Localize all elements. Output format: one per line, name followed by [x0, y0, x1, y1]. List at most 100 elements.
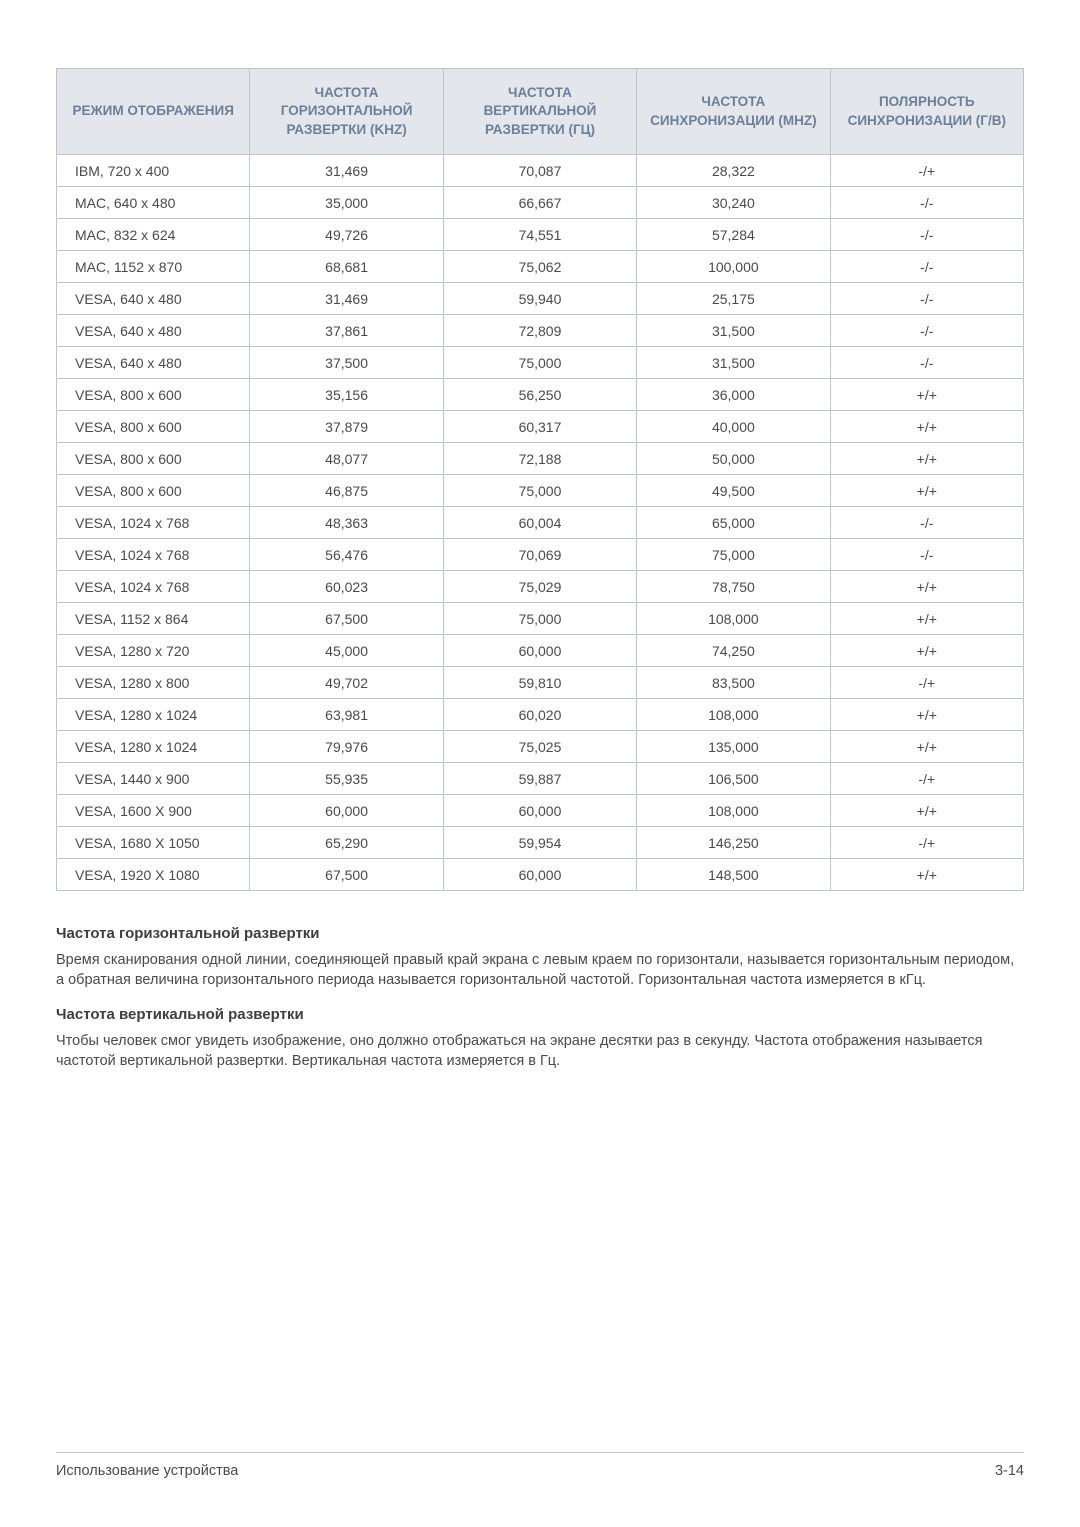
table-row: MAC, 640 x 48035,00066,66730,240-/-	[57, 187, 1024, 219]
table-cell: 60,000	[443, 635, 636, 667]
table-row: VESA, 800 x 60035,15656,25036,000+/+	[57, 379, 1024, 411]
heading-horizontal-frequency: Частота горизонтальной развертки	[56, 925, 1024, 942]
table-cell: 60,023	[250, 571, 443, 603]
table-row: VESA, 640 x 48037,50075,00031,500-/-	[57, 347, 1024, 379]
table-cell: 35,000	[250, 187, 443, 219]
table-cell: VESA, 1280 x 720	[57, 635, 250, 667]
table-cell: 74,250	[637, 635, 830, 667]
table-cell: 79,976	[250, 731, 443, 763]
heading-vertical-frequency: Частота вертикальной развертки	[56, 1006, 1024, 1023]
table-cell: 48,077	[250, 443, 443, 475]
table-cell: 28,322	[637, 155, 830, 187]
table-cell: 48,363	[250, 507, 443, 539]
table-cell: VESA, 800 x 600	[57, 443, 250, 475]
table-row: VESA, 800 x 60037,87960,31740,000+/+	[57, 411, 1024, 443]
col-hfreq-khz: ЧАСТОТА ГОРИЗОНТАЛЬНОЙ РАЗВЕРТКИ (KHZ)	[250, 69, 443, 155]
table-cell: VESA, 1024 x 768	[57, 571, 250, 603]
table-cell: 45,000	[250, 635, 443, 667]
table-cell: 75,000	[443, 475, 636, 507]
table-cell: 60,317	[443, 411, 636, 443]
table-cell: 31,500	[637, 315, 830, 347]
table-cell: 108,000	[637, 795, 830, 827]
table-cell: +/+	[830, 475, 1023, 507]
table-cell: 49,726	[250, 219, 443, 251]
table-cell: +/+	[830, 795, 1023, 827]
table-cell: +/+	[830, 699, 1023, 731]
table-cell: 60,020	[443, 699, 636, 731]
table-cell: VESA, 1920 X 1080	[57, 859, 250, 891]
table-cell: 135,000	[637, 731, 830, 763]
table-cell: VESA, 640 x 480	[57, 347, 250, 379]
table-cell: MAC, 640 x 480	[57, 187, 250, 219]
table-cell: 35,156	[250, 379, 443, 411]
table-cell: 55,935	[250, 763, 443, 795]
table-cell: -/-	[830, 251, 1023, 283]
table-cell: 66,667	[443, 187, 636, 219]
table-cell: 70,069	[443, 539, 636, 571]
table-cell: VESA, 1152 x 864	[57, 603, 250, 635]
table-cell: +/+	[830, 379, 1023, 411]
table-cell: 37,500	[250, 347, 443, 379]
table-cell: +/+	[830, 731, 1023, 763]
table-cell: 60,004	[443, 507, 636, 539]
footer-section-title: Использование устройства	[56, 1463, 238, 1479]
table-cell: +/+	[830, 411, 1023, 443]
table-cell: +/+	[830, 603, 1023, 635]
table-row: VESA, 1152 x 86467,50075,000108,000+/+	[57, 603, 1024, 635]
table-cell: 59,887	[443, 763, 636, 795]
table-cell: 72,188	[443, 443, 636, 475]
table-row: VESA, 1024 x 76856,47670,06975,000-/-	[57, 539, 1024, 571]
table-cell: 70,087	[443, 155, 636, 187]
table-cell: 40,000	[637, 411, 830, 443]
table-cell: 78,750	[637, 571, 830, 603]
table-cell: -/+	[830, 827, 1023, 859]
table-cell: 30,240	[637, 187, 830, 219]
table-cell: VESA, 1600 X 900	[57, 795, 250, 827]
table-row: VESA, 1280 x 102479,97675,025135,000+/+	[57, 731, 1024, 763]
col-vfreq-hz: ЧАСТОТА ВЕРТИКАЛЬНОЙ РАЗВЕРТКИ (ГЦ)	[443, 69, 636, 155]
table-body: IBM, 720 x 40031,46970,08728,322-/+MAC, …	[57, 155, 1024, 891]
table-cell: 75,025	[443, 731, 636, 763]
table-cell: VESA, 1024 x 768	[57, 539, 250, 571]
table-cell: 31,469	[250, 155, 443, 187]
table-cell: -/+	[830, 667, 1023, 699]
table-cell: 37,879	[250, 411, 443, 443]
table-cell: +/+	[830, 859, 1023, 891]
table-row: VESA, 800 x 60046,87575,00049,500+/+	[57, 475, 1024, 507]
table-row: VESA, 640 x 48031,46959,94025,175-/-	[57, 283, 1024, 315]
table-cell: 68,681	[250, 251, 443, 283]
table-cell: 67,500	[250, 603, 443, 635]
table-cell: -/-	[830, 507, 1023, 539]
table-cell: 49,702	[250, 667, 443, 699]
table-header: РЕЖИМ ОТОБРАЖЕНИЯ ЧАСТОТА ГОРИЗОНТАЛЬНОЙ…	[57, 69, 1024, 155]
table-cell: 74,551	[443, 219, 636, 251]
table-row: VESA, 1440 x 90055,93559,887106,500-/+	[57, 763, 1024, 795]
table-row: MAC, 832 x 62449,72674,55157,284-/-	[57, 219, 1024, 251]
table-cell: VESA, 640 x 480	[57, 283, 250, 315]
table-cell: -/+	[830, 763, 1023, 795]
table-row: VESA, 1920 X 108067,50060,000148,500+/+	[57, 859, 1024, 891]
table-cell: VESA, 1680 X 1050	[57, 827, 250, 859]
table-cell: 60,000	[443, 795, 636, 827]
table-row: VESA, 1680 X 105065,29059,954146,250-/+	[57, 827, 1024, 859]
table-cell: 60,000	[250, 795, 443, 827]
table-cell: +/+	[830, 443, 1023, 475]
table-cell: 31,469	[250, 283, 443, 315]
table-cell: 106,500	[637, 763, 830, 795]
table-cell: VESA, 1280 x 1024	[57, 731, 250, 763]
table-cell: 36,000	[637, 379, 830, 411]
table-row: IBM, 720 x 40031,46970,08728,322-/+	[57, 155, 1024, 187]
table-cell: 60,000	[443, 859, 636, 891]
table-row: VESA, 1024 x 76860,02375,02978,750+/+	[57, 571, 1024, 603]
table-cell: 59,810	[443, 667, 636, 699]
table-cell: 75,000	[443, 347, 636, 379]
col-pixel-clock-mhz: ЧАСТОТА СИНХРОНИЗАЦИИ (MHZ)	[637, 69, 830, 155]
table-row: VESA, 800 x 60048,07772,18850,000+/+	[57, 443, 1024, 475]
table-cell: 75,062	[443, 251, 636, 283]
table-cell: MAC, 832 x 624	[57, 219, 250, 251]
table-cell: VESA, 640 x 480	[57, 315, 250, 347]
table-cell: 56,250	[443, 379, 636, 411]
col-sync-polarity: ПОЛЯРНОСТЬ СИНХРОНИЗАЦИИ (Г/В)	[830, 69, 1023, 155]
table-cell: 83,500	[637, 667, 830, 699]
table-cell: -/+	[830, 155, 1023, 187]
